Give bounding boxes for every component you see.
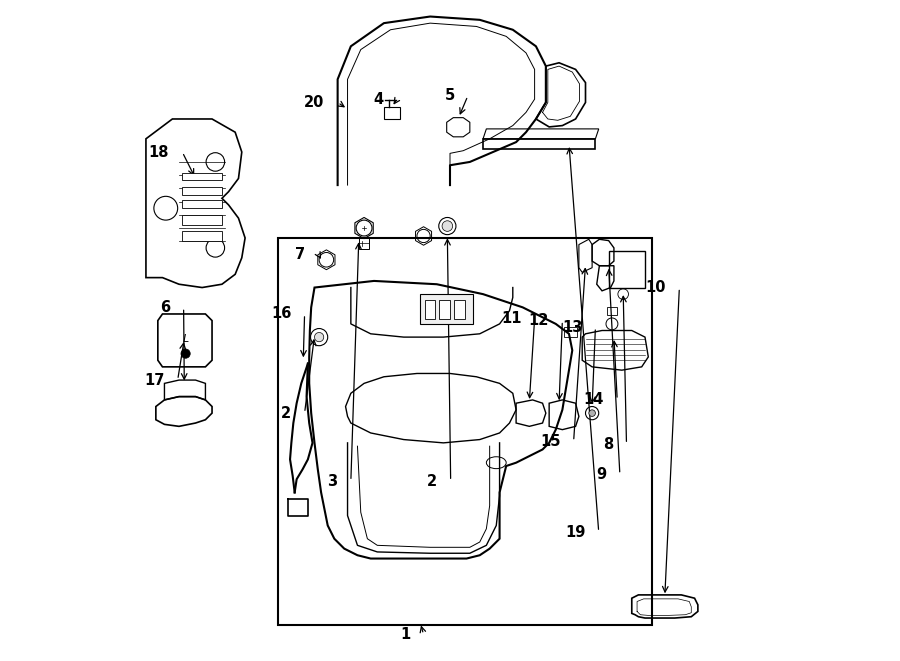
Text: 7: 7: [295, 247, 305, 262]
Text: 12: 12: [529, 313, 549, 328]
Circle shape: [314, 332, 324, 342]
Text: 10: 10: [645, 280, 666, 295]
Bar: [454, 300, 464, 319]
Bar: [183, 200, 222, 208]
Text: 1: 1: [400, 627, 410, 642]
Bar: [420, 294, 473, 324]
Circle shape: [442, 221, 453, 231]
Bar: [384, 107, 400, 119]
Bar: [608, 251, 645, 288]
Bar: [183, 215, 222, 225]
Text: 15: 15: [540, 434, 561, 449]
Bar: [425, 300, 436, 319]
Bar: [607, 307, 616, 315]
Text: 5: 5: [445, 89, 455, 103]
Bar: [563, 327, 577, 337]
Text: 2: 2: [281, 406, 292, 420]
Text: 2: 2: [428, 474, 437, 488]
Text: 16: 16: [271, 307, 292, 321]
Bar: [183, 231, 222, 241]
Text: 17: 17: [144, 373, 165, 387]
Text: 9: 9: [597, 467, 607, 482]
Bar: [183, 173, 222, 180]
Text: 13: 13: [562, 320, 582, 334]
Text: 19: 19: [565, 525, 586, 539]
Text: 6: 6: [160, 300, 170, 315]
Text: L: L: [183, 334, 189, 344]
Text: 4: 4: [374, 92, 384, 106]
Text: 11: 11: [501, 311, 521, 326]
Bar: [439, 300, 450, 319]
Circle shape: [589, 410, 596, 416]
Bar: [359, 238, 369, 249]
Text: 20: 20: [304, 95, 324, 110]
Text: 14: 14: [583, 393, 604, 407]
Text: 3: 3: [328, 474, 338, 488]
Bar: [183, 187, 222, 195]
Text: 8: 8: [603, 437, 613, 451]
Bar: [278, 238, 652, 625]
Circle shape: [181, 349, 190, 358]
Text: 18: 18: [148, 145, 169, 159]
